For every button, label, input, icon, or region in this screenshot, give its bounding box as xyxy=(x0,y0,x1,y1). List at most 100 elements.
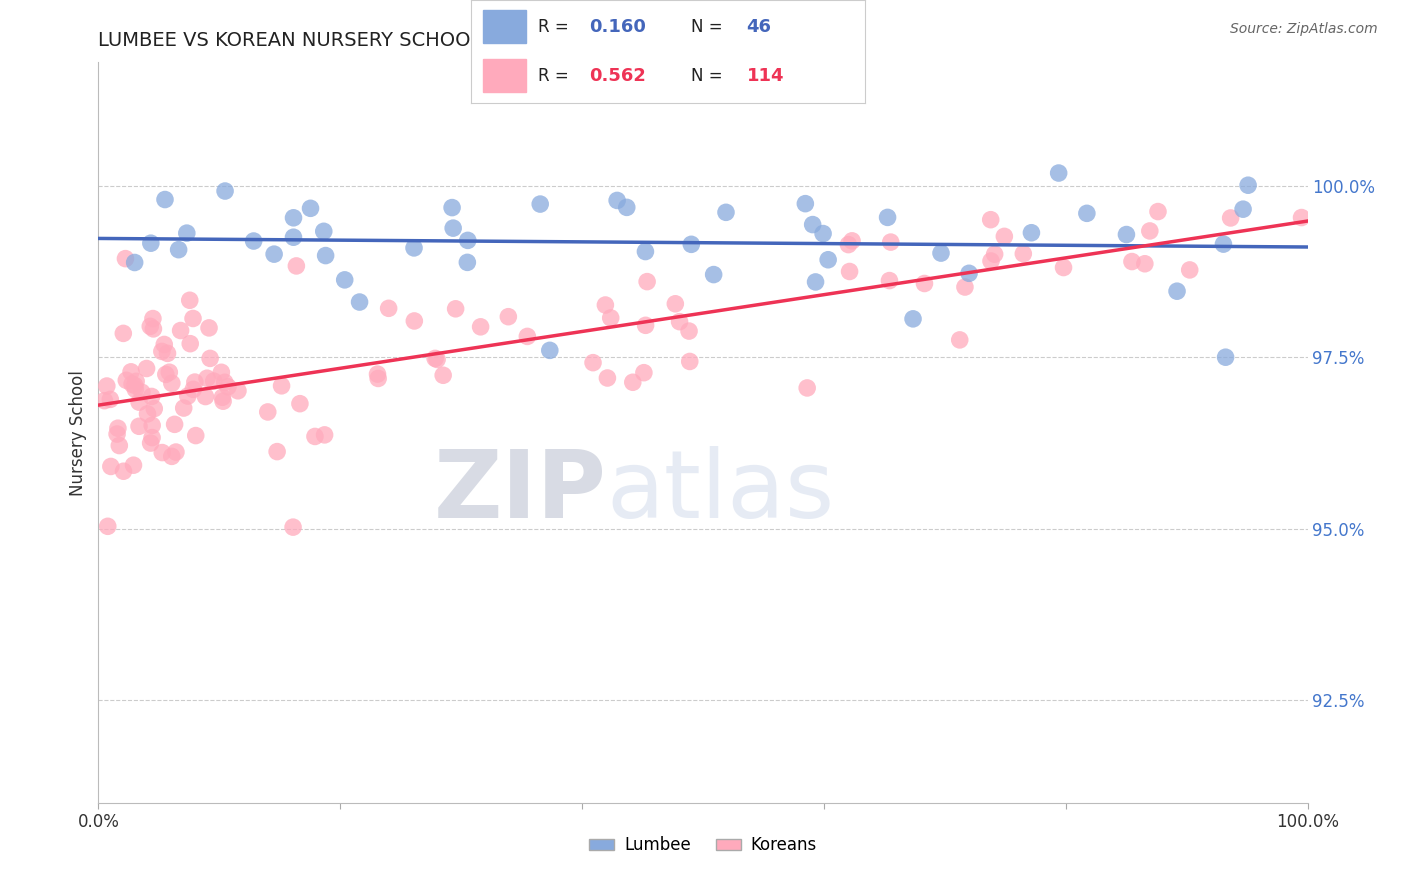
Point xyxy=(633,366,655,380)
Point xyxy=(150,445,173,459)
Point xyxy=(349,295,371,310)
Point xyxy=(115,373,138,387)
Point xyxy=(160,450,183,464)
Point xyxy=(93,393,115,408)
Point xyxy=(266,444,288,458)
Text: ZIP: ZIP xyxy=(433,446,606,538)
Point xyxy=(595,298,617,312)
Point xyxy=(124,378,146,392)
Point xyxy=(198,321,221,335)
Point xyxy=(121,376,143,391)
Point xyxy=(165,445,187,459)
Text: LUMBEE VS KOREAN NURSERY SCHOOL CORRELATION CHART: LUMBEE VS KOREAN NURSERY SCHOOL CORRELAT… xyxy=(98,30,699,50)
Point xyxy=(153,337,176,351)
Point xyxy=(1021,226,1043,240)
Y-axis label: Nursery School: Nursery School xyxy=(69,369,87,496)
Point xyxy=(423,351,446,366)
Point xyxy=(441,201,464,215)
Point xyxy=(538,343,561,358)
Point xyxy=(167,243,190,257)
Point xyxy=(880,235,903,249)
Point xyxy=(288,397,311,411)
Point xyxy=(143,401,166,416)
Point xyxy=(97,519,120,533)
Point xyxy=(114,252,136,266)
Point xyxy=(367,371,389,385)
Point xyxy=(1237,178,1260,193)
Point xyxy=(516,329,538,343)
Point xyxy=(177,389,200,403)
Point xyxy=(198,351,221,366)
Point xyxy=(281,520,304,534)
Text: N =: N = xyxy=(692,18,728,36)
Text: 0.562: 0.562 xyxy=(589,67,645,85)
Point xyxy=(636,275,658,289)
Point xyxy=(142,322,165,336)
Point xyxy=(270,379,292,393)
Text: atlas: atlas xyxy=(606,446,835,538)
Point xyxy=(1115,227,1137,242)
Point xyxy=(142,311,165,326)
Point xyxy=(212,394,235,409)
Point xyxy=(153,193,176,207)
Point xyxy=(124,382,146,396)
Point xyxy=(596,371,619,385)
Point xyxy=(139,236,162,251)
Point xyxy=(953,280,976,294)
Point xyxy=(209,365,232,379)
Point xyxy=(441,221,464,235)
Point xyxy=(202,374,225,388)
Text: 114: 114 xyxy=(747,67,785,85)
Point xyxy=(211,390,233,404)
Point xyxy=(163,417,186,432)
Point xyxy=(107,421,129,435)
Point xyxy=(679,354,702,368)
Point xyxy=(314,428,336,442)
Point xyxy=(929,246,952,260)
Point xyxy=(312,224,335,238)
Point xyxy=(616,200,638,214)
Point xyxy=(100,459,122,474)
Point xyxy=(195,371,218,385)
Point xyxy=(1047,166,1070,180)
Point xyxy=(377,301,399,316)
Bar xyxy=(482,60,526,93)
Point xyxy=(96,379,118,393)
Point xyxy=(150,344,173,359)
Point xyxy=(1178,263,1201,277)
Point xyxy=(139,319,162,334)
Point xyxy=(256,405,278,419)
Point xyxy=(1219,211,1241,225)
Point xyxy=(173,401,195,415)
Point xyxy=(914,277,936,291)
Point xyxy=(678,324,700,338)
Point xyxy=(714,205,737,219)
Point xyxy=(980,212,1002,227)
Point xyxy=(811,227,834,241)
Point xyxy=(1052,260,1074,275)
Point xyxy=(125,375,148,389)
Point xyxy=(105,427,128,442)
Point xyxy=(1212,237,1234,252)
Point xyxy=(426,352,449,367)
Point xyxy=(794,196,817,211)
Point xyxy=(634,318,657,333)
Point xyxy=(285,259,308,273)
Point xyxy=(181,311,204,326)
Point xyxy=(838,264,860,278)
Point xyxy=(1291,211,1313,225)
Point xyxy=(1215,350,1237,364)
Point xyxy=(283,211,305,225)
Point xyxy=(214,376,236,390)
Point xyxy=(980,254,1002,268)
Point xyxy=(139,436,162,450)
Point xyxy=(141,431,163,445)
Point xyxy=(664,297,686,311)
Point xyxy=(949,333,972,347)
Point xyxy=(993,229,1015,244)
Point xyxy=(876,211,898,225)
Point xyxy=(333,273,356,287)
Point xyxy=(817,252,839,267)
Point xyxy=(879,274,901,288)
Text: R =: R = xyxy=(538,18,574,36)
